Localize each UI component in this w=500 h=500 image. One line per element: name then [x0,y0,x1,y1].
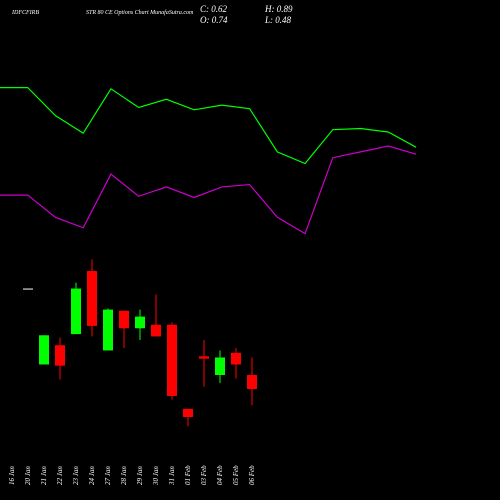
line-series [0,87,417,165]
x-tick-label: 23 Jan [72,466,80,485]
x-tick-label: 29 Jan [136,466,144,485]
candle-body [23,288,33,290]
candle-body [151,324,161,337]
x-tick-label: 27 Jan [104,466,112,485]
x-tick-label: 05 Feb [232,465,240,485]
candle-body [183,408,193,418]
open-label: O: 0.74 [200,15,228,25]
x-tick-label: 01 Feb [184,465,192,485]
line-series [0,145,417,235]
candle-body [103,309,113,351]
x-tick-label: 30 Jan [152,466,160,486]
candle-body [55,345,65,366]
x-tick-label: 28 Jan [120,466,128,485]
candle-body [87,271,97,326]
x-tick-label: 31 Jan [168,466,176,486]
candle-body [135,316,145,329]
chart-title: IDFCFIRB [11,10,39,16]
candle-body [71,288,81,335]
x-tick-label: 20 Jan [24,466,32,485]
x-tick-label: 03 Feb [200,465,208,485]
x-tick-label: 24 Jan [88,466,96,485]
candle-body [215,357,225,375]
high-label: H: 0.89 [264,4,293,14]
candle-body [39,335,49,365]
low-label: L: 0.48 [264,15,292,25]
x-tick-label: 04 Feb [216,465,224,485]
chart-subtitle: STR 80 CE Options Chart MunafaSutra.com [86,9,194,16]
x-tick-label: 22 Jan [56,466,64,485]
candle-body [199,356,209,359]
x-tick-label: 21 Jan [40,466,48,485]
candle-body [247,375,257,390]
x-tick-label: 06 Feb [248,465,256,485]
candle-body [167,324,177,397]
x-tick-label: 16 Jan [8,466,16,485]
close-label: C: 0.62 [200,4,228,14]
candle-body [231,352,241,365]
candle-body [119,310,129,329]
